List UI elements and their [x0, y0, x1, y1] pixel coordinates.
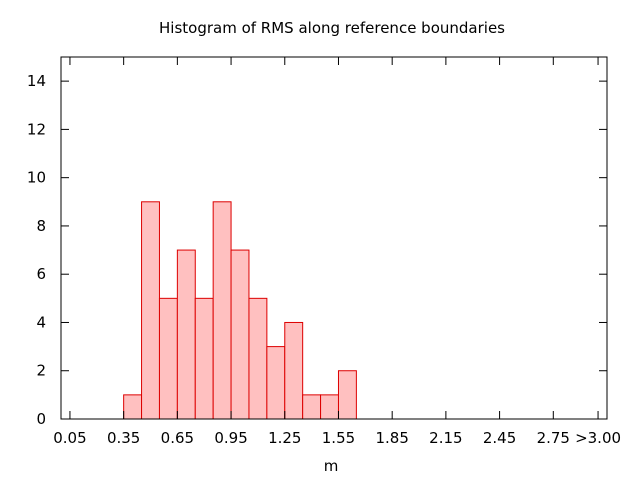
x-tick-label: 2.15 — [429, 429, 462, 447]
x-tick-label: 0.35 — [107, 429, 140, 447]
histogram-bar — [320, 394, 339, 420]
x-tick-label: 1.25 — [268, 429, 301, 447]
histogram-bar — [158, 297, 178, 420]
histogram-bar — [212, 201, 232, 420]
histogram-bar — [194, 297, 214, 420]
histogram-bar — [266, 346, 286, 420]
histogram-bar — [123, 394, 143, 420]
y-tick-label: 2 — [36, 362, 46, 380]
x-tick-label: 0.05 — [53, 429, 86, 447]
histogram-bar — [230, 249, 250, 420]
y-axis: 0 2 4 6 8 10 12 14 — [27, 72, 607, 428]
histogram-bar — [141, 201, 160, 420]
x-axis-label: m — [324, 457, 339, 475]
x-tick-label: 2.75 — [537, 429, 570, 447]
y-tick-label: 4 — [36, 313, 46, 331]
y-tick-label: 12 — [27, 120, 46, 138]
x-tick-label: 0.95 — [214, 429, 247, 447]
plot-frame — [60, 56, 608, 420]
x-tick-label: 1.85 — [375, 429, 408, 447]
y-tick-label: 8 — [36, 217, 46, 235]
x-axis: 0.05 0.35 0.65 0.95 1.25 1.55 1.85 2.15 2.45 2.75… — [53, 57, 621, 447]
y-tick-label: 10 — [27, 169, 46, 187]
x-tick-label: 1.55 — [322, 429, 355, 447]
y-tick-label: 6 — [36, 265, 46, 283]
histogram-bar — [248, 297, 268, 420]
x-tick-label: 0.65 — [161, 429, 194, 447]
y-tick-label: 0 — [36, 410, 46, 428]
chart-title: Histogram of RMS along reference boundar… — [159, 19, 505, 37]
histogram-bar — [284, 321, 304, 420]
x-tick-label: >3.00 — [575, 429, 621, 447]
histogram-bar — [176, 249, 196, 420]
x-tick-label: 2.45 — [483, 429, 516, 447]
y-tick-label: 14 — [27, 72, 46, 90]
histogram-bar — [337, 370, 357, 420]
histogram-bar — [302, 394, 322, 420]
bars-group — [123, 201, 357, 420]
